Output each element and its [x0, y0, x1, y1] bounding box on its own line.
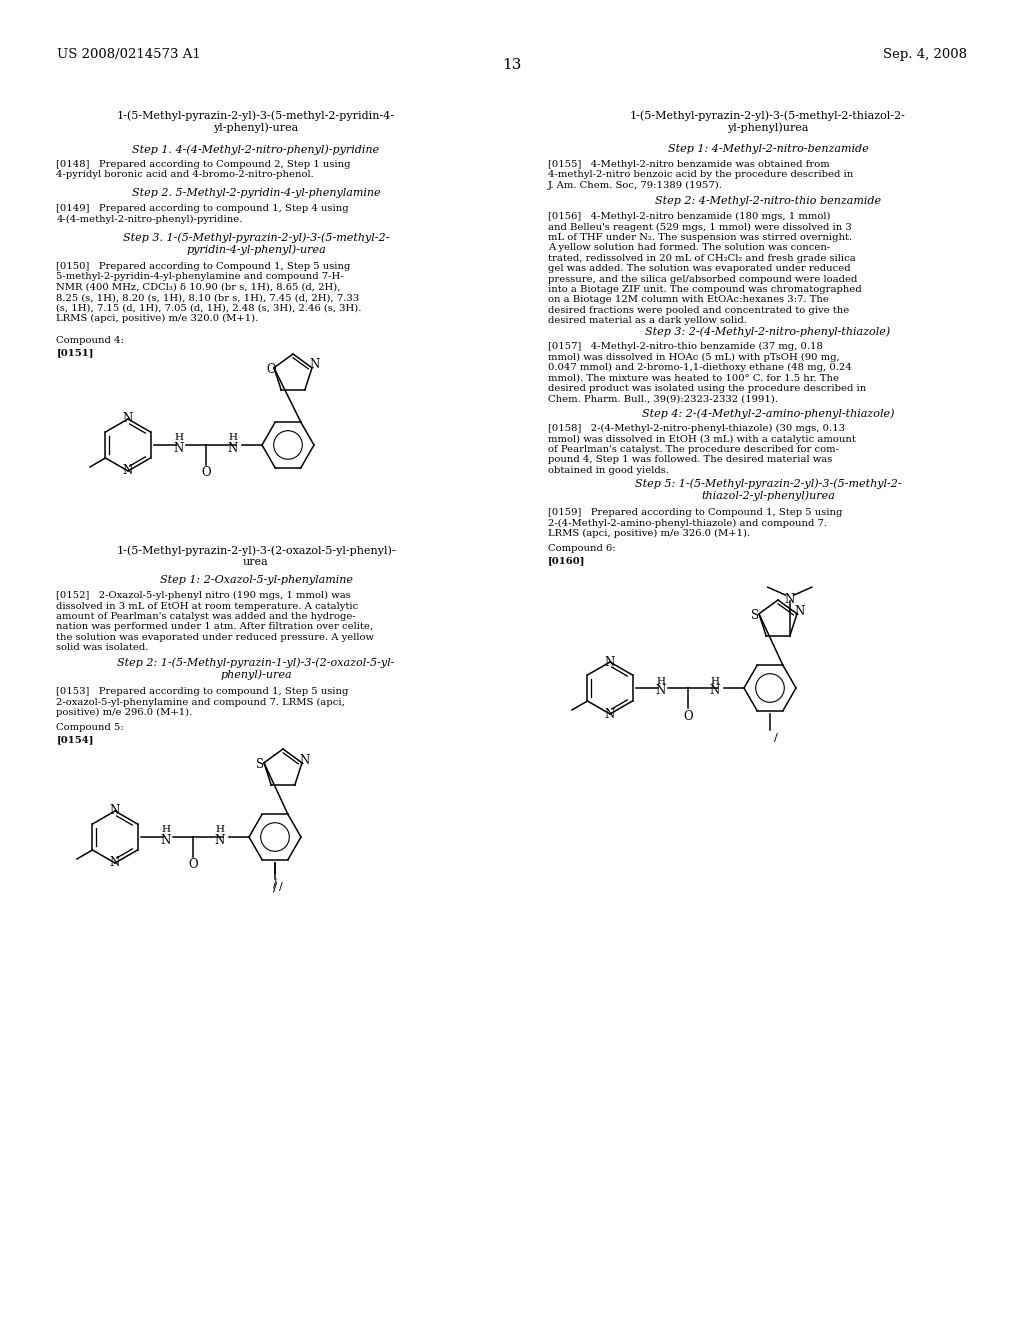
Text: N: N [300, 754, 310, 767]
Text: [0150]   Prepared according to Compound 1, Step 5 using
5-methyl-2-pyridin-4-yl-: [0150] Prepared according to Compound 1,… [56, 261, 361, 323]
Text: O: O [266, 363, 275, 376]
Text: [0160]: [0160] [548, 556, 586, 565]
Text: N: N [605, 708, 615, 721]
Text: S: S [256, 758, 264, 771]
Text: N: N [110, 857, 120, 870]
Text: H: H [215, 825, 224, 834]
Text: Step 1. 4-(4-Methyl-2-nitro-phenyl)-pyridine: Step 1. 4-(4-Methyl-2-nitro-phenyl)-pyri… [132, 144, 380, 154]
Text: [0157]   4-Methyl-2-nitro-thio benzamide (37 mg, 0.18
mmol) was dissolved in HOA: [0157] 4-Methyl-2-nitro-thio benzamide (… [548, 342, 866, 404]
Text: Sep. 4, 2008: Sep. 4, 2008 [883, 48, 967, 61]
Text: [0155]   4-Methyl-2-nitro benzamide was obtained from
4-methyl-2-nitro benzoic a: [0155] 4-Methyl-2-nitro benzamide was ob… [548, 160, 853, 190]
Text: Compound 4:: Compound 4: [56, 337, 124, 345]
Text: N: N [795, 606, 805, 618]
Text: N: N [123, 465, 133, 478]
Text: Step 2: 1-(5-Methyl-pyrazin-1-yl)-3-(2-oxazol-5-yl-
phenyl)-urea: Step 2: 1-(5-Methyl-pyrazin-1-yl)-3-(2-o… [118, 657, 394, 680]
Text: N: N [656, 685, 667, 697]
Text: Step 2: 4-Methyl-2-nitro-thio benzamide: Step 2: 4-Methyl-2-nitro-thio benzamide [655, 195, 881, 206]
Text: N: N [110, 804, 120, 817]
Text: H: H [174, 433, 183, 442]
Text: [0152]   2-Oxazol-5-yl-phenyl nitro (190 mgs, 1 mmol) was
dissolved in 3 mL of E: [0152] 2-Oxazol-5-yl-phenyl nitro (190 m… [56, 591, 375, 652]
Text: US 2008/0214573 A1: US 2008/0214573 A1 [57, 48, 201, 61]
Text: N: N [605, 656, 615, 668]
Text: H: H [162, 825, 171, 834]
Text: /: / [280, 882, 283, 892]
Text: [0156]   4-Methyl-2-nitro benzamide (180 mgs, 1 mmol)
and Belleu's reagent (529 : [0156] 4-Methyl-2-nitro benzamide (180 m… [548, 213, 861, 325]
Text: /: / [774, 733, 778, 743]
Text: /: / [273, 878, 276, 888]
Text: N: N [784, 593, 795, 606]
Text: [0151]: [0151] [56, 348, 94, 356]
Text: /: / [272, 880, 278, 894]
Text: [0153]   Prepared according to compound 1, Step 5 using
2-oxazol-5-yl-phenylamin: [0153] Prepared according to compound 1,… [56, 686, 349, 717]
Text: O: O [188, 858, 198, 871]
Text: N: N [710, 685, 720, 697]
Text: Step 3. 1-(5-Methyl-pyrazin-2-yl)-3-(5-methyl-2-
pyridin-4-yl-phenyl)-urea: Step 3. 1-(5-Methyl-pyrazin-2-yl)-3-(5-m… [123, 232, 389, 255]
Text: [0159]   Prepared according to Compound 1, Step 5 using
2-(4-Methyl-2-amino-phen: [0159] Prepared according to Compound 1,… [548, 508, 842, 539]
Text: N: N [123, 412, 133, 425]
Text: N: N [174, 441, 184, 454]
Text: [0158]   2-(4-Methyl-2-nitro-phenyl-thiazole) (30 mgs, 0.13
mmol) was dissolved : [0158] 2-(4-Methyl-2-nitro-phenyl-thiazo… [548, 424, 856, 475]
Text: H: H [656, 676, 666, 685]
Text: N: N [161, 833, 171, 846]
Text: 1-(5-Methyl-pyrazin-2-yl)-3-(5-methyl-2-pyridin-4-
yl-phenyl)-urea: 1-(5-Methyl-pyrazin-2-yl)-3-(5-methyl-2-… [117, 110, 395, 133]
Text: [0149]   Prepared according to compound 1, Step 4 using
4-(4-methyl-2-nitro-phen: [0149] Prepared according to compound 1,… [56, 205, 349, 223]
Text: Step 3: 2-(4-Methyl-2-nitro-phenyl-thiazole): Step 3: 2-(4-Methyl-2-nitro-phenyl-thiaz… [645, 326, 891, 337]
Text: 1-(5-Methyl-pyrazin-2-yl)-3-(5-methyl-2-thiazol-2-
yl-phenyl)urea: 1-(5-Methyl-pyrazin-2-yl)-3-(5-methyl-2-… [630, 110, 906, 133]
Text: [0148]   Prepared according to Compound 2, Step 1 using
4-pyridyl boronic acid a: [0148] Prepared according to Compound 2,… [56, 160, 351, 180]
Text: [0154]: [0154] [56, 735, 94, 744]
Text: Step 4: 2-(4-Methyl-2-amino-phenyl-thiazole): Step 4: 2-(4-Methyl-2-amino-phenyl-thiaz… [642, 408, 894, 418]
Text: N: N [228, 441, 239, 454]
Text: N: N [215, 833, 225, 846]
Text: 1-(5-Methyl-pyrazin-2-yl)-3-(2-oxazol-5-yl-phenyl)-
urea: 1-(5-Methyl-pyrazin-2-yl)-3-(2-oxazol-5-… [116, 545, 396, 568]
Text: O: O [683, 710, 693, 722]
Text: Compound 6:: Compound 6: [548, 544, 615, 553]
Text: Compound 5:: Compound 5: [56, 723, 124, 733]
Text: Step 5: 1-(5-Methyl-pyrazin-2-yl)-3-(5-methyl-2-
thiazol-2-yl-phenyl)urea: Step 5: 1-(5-Methyl-pyrazin-2-yl)-3-(5-m… [635, 478, 901, 500]
Text: Step 1: 2-Oxazol-5-yl-phenylamine: Step 1: 2-Oxazol-5-yl-phenylamine [160, 576, 352, 585]
Text: N: N [310, 358, 321, 371]
Text: H: H [228, 433, 238, 442]
Text: S: S [751, 610, 759, 622]
Text: 13: 13 [503, 58, 521, 73]
Text: Step 1: 4-Methyl-2-nitro-benzamide: Step 1: 4-Methyl-2-nitro-benzamide [668, 144, 868, 154]
Text: O: O [201, 466, 211, 479]
Text: Step 2. 5-Methyl-2-pyridin-4-yl-phenylamine: Step 2. 5-Methyl-2-pyridin-4-yl-phenylam… [132, 187, 380, 198]
Text: H: H [711, 676, 720, 685]
